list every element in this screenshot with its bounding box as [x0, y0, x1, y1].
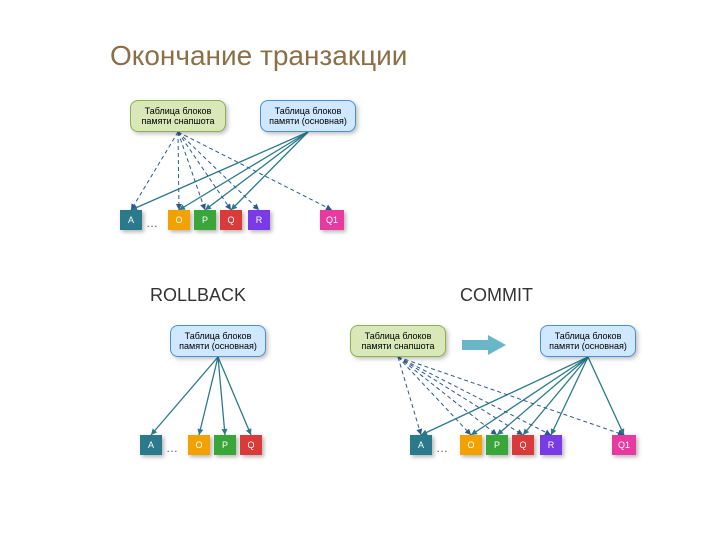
memory-block-Q: Q: [220, 210, 242, 230]
transform-arrow-icon: [460, 333, 510, 357]
memory-block-A: A: [410, 435, 432, 455]
memory-block-Q: Q: [512, 435, 534, 455]
memory-block-A: A: [140, 435, 162, 455]
memory-block-P: P: [214, 435, 236, 455]
snapshot-table-box: Таблица блоков памяти снапшота: [130, 100, 226, 132]
memory-block-Q1: Q1: [612, 435, 636, 455]
main-table-box: Таблица блоков памяти (основная): [170, 325, 266, 357]
memory-block-A: A: [120, 210, 142, 230]
ellipsis: …: [436, 441, 448, 455]
rollback-label: ROLLBACK: [150, 285, 246, 306]
ellipsis: …: [146, 216, 158, 230]
ellipsis: …: [166, 441, 178, 455]
memory-block-O: O: [188, 435, 210, 455]
diagram-group-commit: A OPQR Q1 … Таблица блоков памяти снапшота Та…: [340, 325, 710, 465]
snapshot-table-box: Таблица блоков памяти снапшота: [350, 325, 446, 357]
memory-block-R: R: [540, 435, 562, 455]
page-title: Окончание транзакции: [110, 40, 407, 72]
memory-block-R: R: [248, 210, 270, 230]
main-table-box: Таблица блоков памяти (основная): [540, 325, 636, 357]
memory-block-Q1: Q1: [320, 210, 344, 230]
memory-block-P: P: [486, 435, 508, 455]
main-table-box: Таблица блоков памяти (основная): [260, 100, 356, 132]
diagram-group-rollback: A OPQ … Таблица блоков памяти (основная): [130, 325, 360, 465]
memory-block-O: O: [460, 435, 482, 455]
memory-block-P: P: [194, 210, 216, 230]
memory-block-O: O: [168, 210, 190, 230]
diagram-group-top: A OPQR Q1 … Таблица блоков памяти снапшота Та…: [120, 100, 440, 240]
commit-label: COMMIT: [460, 285, 533, 306]
memory-block-Q: Q: [240, 435, 262, 455]
